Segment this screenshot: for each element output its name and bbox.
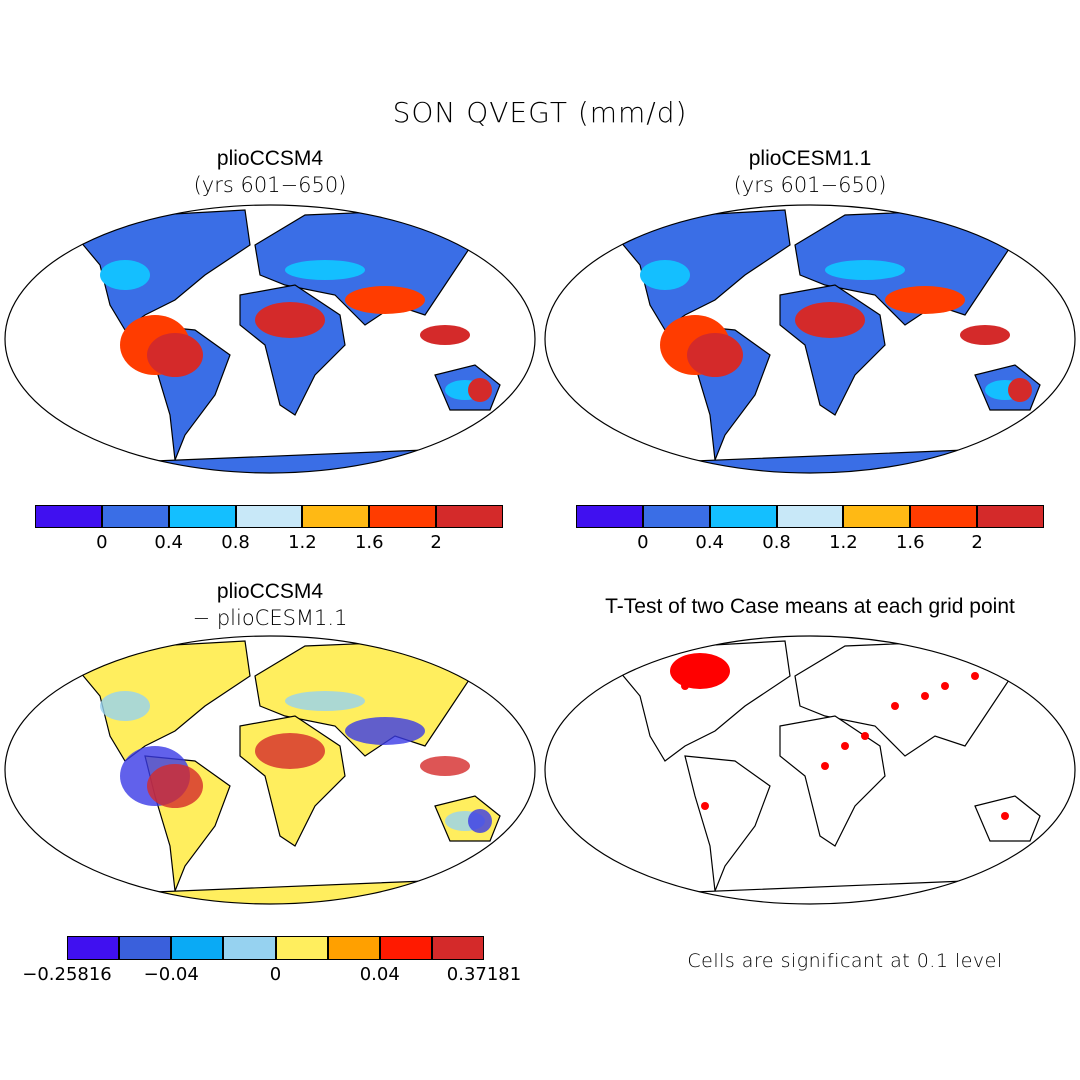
colorbar1-label: 0 — [96, 532, 108, 553]
map-border — [544, 204, 1076, 474]
colorbar1-label: 1.6 — [354, 532, 384, 553]
colorbar1-box — [436, 505, 503, 528]
colorbar3-box — [67, 936, 120, 960]
field-patch — [420, 756, 470, 776]
field-patch — [285, 260, 365, 280]
colorbar1-box — [168, 505, 236, 528]
map-panel-1 — [4, 204, 536, 474]
colorbar2-label: 1.2 — [829, 532, 858, 553]
colorbar3-box — [223, 936, 276, 960]
panel2-title: plioCESM1.1 — [748, 147, 872, 170]
panel2-subtitle: (yrs 601−650) — [733, 173, 887, 197]
land-africa — [779, 715, 886, 847]
colorbar3-label: −0.04 — [143, 964, 199, 985]
colorbar1-label: 0.4 — [154, 532, 184, 553]
field-patch — [100, 691, 150, 721]
colorbar1-label: 1.2 — [288, 532, 317, 553]
figure-title: SON QVEGT (mm/d) — [392, 96, 688, 129]
significant-cell — [921, 692, 929, 700]
colorbar1-box — [101, 505, 169, 528]
colorbar3-label: 0 — [269, 964, 282, 985]
field-patch — [147, 764, 203, 808]
colorbar3-box — [431, 936, 484, 960]
significant-cell — [691, 672, 699, 680]
map-panel-4 — [544, 635, 1076, 905]
colorbar3-box — [171, 936, 224, 960]
panel3-subtitle: − plioCESM1.1 — [192, 606, 348, 630]
colorbar2-label: 0.4 — [695, 532, 725, 553]
colorbar2-label: 1.6 — [895, 532, 925, 553]
colorbar1-label: 0.8 — [221, 532, 250, 553]
colorbar1-label: 2 — [430, 532, 442, 553]
colorbar1-box — [235, 505, 303, 528]
colorbar3-box — [275, 936, 328, 960]
field-patch — [1008, 378, 1032, 402]
map-border — [4, 635, 536, 905]
field-patch — [468, 378, 492, 402]
field-patch — [687, 333, 743, 377]
field-patch — [345, 286, 425, 314]
significant-cell — [1001, 812, 1009, 820]
colorbar3-box — [119, 936, 172, 960]
significant-cell — [941, 682, 949, 690]
colorbar1-box — [369, 505, 437, 528]
land-north-america — [73, 209, 251, 331]
field-patch — [147, 333, 203, 377]
significant-region — [670, 653, 730, 689]
panel1-title: plioCCSM4 — [216, 147, 324, 170]
colorbar3-box — [327, 936, 380, 960]
significant-cell — [841, 742, 849, 750]
field-patch — [468, 809, 492, 833]
colorbar2-label: 0 — [637, 532, 649, 553]
significant-cell — [821, 762, 829, 770]
map-border — [4, 204, 536, 474]
significant-cell — [891, 702, 899, 710]
field-patch — [960, 325, 1010, 345]
significance-note: Cells are significant at 0.1 level — [687, 950, 1003, 972]
significant-cell — [1011, 662, 1019, 670]
significant-cell — [701, 667, 709, 675]
colorbar3-label: 0.04 — [359, 964, 400, 985]
field-patch — [345, 717, 425, 745]
panel4-title: T-Test of two Case means at each grid po… — [605, 595, 1015, 618]
colorbar2-box — [910, 505, 978, 528]
significant-cell — [701, 802, 709, 810]
land-north-america — [613, 640, 791, 762]
field-patch — [420, 325, 470, 345]
colorbar2-box — [576, 505, 643, 528]
panel3-title: plioCCSM4 — [216, 580, 324, 603]
colorbar3-label: 0.37181 — [446, 964, 522, 985]
colorbar2-box — [977, 505, 1044, 528]
field-patch — [285, 691, 365, 711]
colorbar3-box — [379, 936, 432, 960]
map-panel-2 — [544, 204, 1076, 474]
land-south-america — [684, 755, 771, 892]
colorbar1-box — [302, 505, 370, 528]
significant-cell — [681, 682, 689, 690]
panel1-subtitle: (yrs 601−650) — [193, 173, 347, 197]
colorbar2-label: 0.8 — [762, 532, 791, 553]
field-patch — [255, 733, 325, 769]
field-patch — [255, 302, 325, 338]
colorbar2-box — [642, 505, 710, 528]
land-north-america — [613, 209, 791, 331]
significant-cell — [971, 672, 979, 680]
field-patch — [825, 260, 905, 280]
colorbar2-box — [709, 505, 777, 528]
colorbar2-label: 2 — [971, 532, 983, 553]
colorbar3-label: −0.25816 — [22, 964, 112, 985]
map-border — [544, 635, 1076, 905]
field-patch — [885, 286, 965, 314]
field-patch — [640, 260, 690, 290]
colorbar1-box — [35, 505, 102, 528]
significant-cell — [861, 732, 869, 740]
field-patch — [100, 260, 150, 290]
colorbar2-box — [843, 505, 911, 528]
colorbar2-box — [776, 505, 844, 528]
map-panel-3 — [4, 635, 536, 905]
field-patch — [795, 302, 865, 338]
land-north-america — [73, 640, 251, 762]
